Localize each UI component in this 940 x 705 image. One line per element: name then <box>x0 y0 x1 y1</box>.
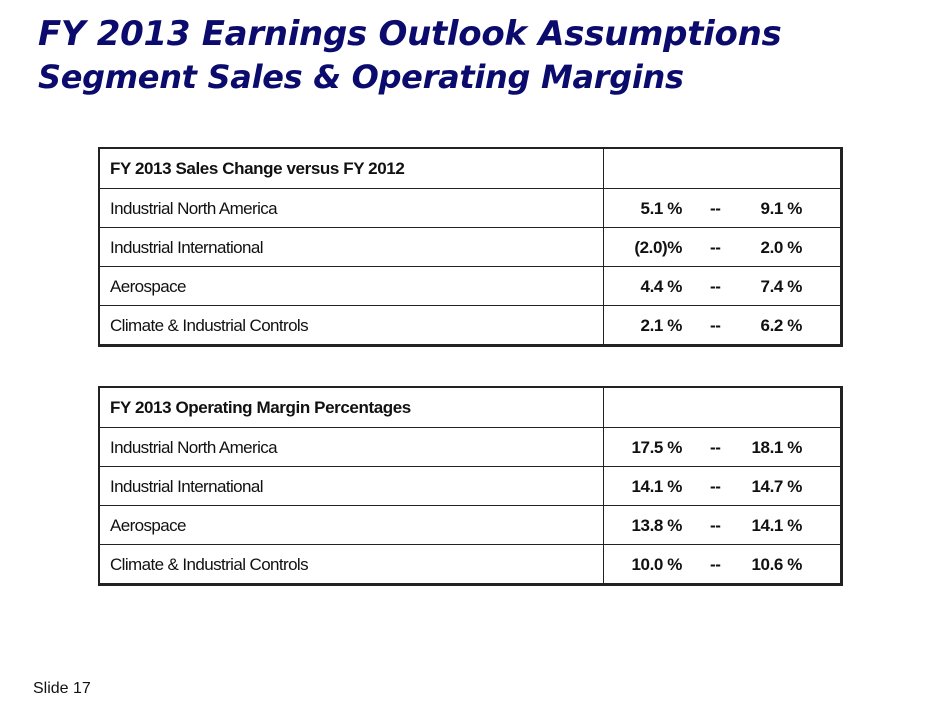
slide-number: Slide 17 <box>33 680 91 697</box>
slide-subtitle: Segment Sales & Operating Margins <box>38 58 684 96</box>
table-header-row: FY 2013 Operating Margin Percentages <box>100 388 840 427</box>
segment-name: Aerospace <box>100 506 604 544</box>
range-low: (2.0)% <box>634 238 682 257</box>
table-row: Industrial International 14.1 % -- 14.7 … <box>100 466 840 505</box>
table-header: FY 2013 Sales Change versus FY 2012 <box>100 149 604 188</box>
range-separator: -- <box>710 438 721 457</box>
segment-name: Climate & Industrial Controls <box>100 306 604 344</box>
range-separator: -- <box>710 555 721 574</box>
range-low: 4.4 % <box>640 277 683 296</box>
range-low: 17.5 % <box>631 438 682 457</box>
range-high: 18.1 % <box>751 438 802 457</box>
segment-name: Industrial North America <box>100 189 604 227</box>
range-low: 5.1 % <box>640 199 683 218</box>
segment-name: Aerospace <box>100 267 604 305</box>
range-high: 10.6 % <box>751 555 802 574</box>
range-high: 9.1 % <box>760 199 803 218</box>
table-header: FY 2013 Operating Margin Percentages <box>100 388 604 427</box>
segment-name: Industrial International <box>100 228 604 266</box>
range-low: 13.8 % <box>631 516 682 535</box>
slide-title: FY 2013 Earnings Outlook Assumptions <box>38 14 782 54</box>
segment-name: Industrial International <box>100 467 604 505</box>
range-separator: -- <box>710 199 721 218</box>
range-high: 14.1 % <box>751 516 802 535</box>
range-low: 10.0 % <box>631 555 682 574</box>
range-high: 6.2 % <box>760 316 803 335</box>
range-separator: -- <box>710 238 721 257</box>
segment-name: Industrial North America <box>100 428 604 466</box>
range-separator: -- <box>710 316 721 335</box>
table-row: Industrial North America 17.5 % -- 18.1 … <box>100 427 840 466</box>
range-high: 7.4 % <box>760 277 803 296</box>
table-row: Climate & Industrial Controls 2.1 % -- 6… <box>100 305 840 344</box>
table-row: Climate & Industrial Controls 10.0 % -- … <box>100 544 840 583</box>
table-row: Industrial North America 5.1 % -- 9.1 % <box>100 188 840 227</box>
range-separator: -- <box>710 277 721 296</box>
table-row: Aerospace 13.8 % -- 14.1 % <box>100 505 840 544</box>
operating-margin-table: FY 2013 Operating Margin Percentages Ind… <box>98 386 843 586</box>
range-low: 14.1 % <box>631 477 682 496</box>
table-row: Industrial International (2.0)% -- 2.0 % <box>100 227 840 266</box>
range-separator: -- <box>710 477 721 496</box>
range-separator: -- <box>710 516 721 535</box>
table-row: Aerospace 4.4 % -- 7.4 % <box>100 266 840 305</box>
sales-change-table: FY 2013 Sales Change versus FY 2012 Indu… <box>98 147 843 347</box>
range-high: 2.0 % <box>760 238 803 257</box>
range-low: 2.1 % <box>640 316 683 335</box>
segment-name: Climate & Industrial Controls <box>100 545 604 583</box>
table-header-row: FY 2013 Sales Change versus FY 2012 <box>100 149 840 188</box>
range-high: 14.7 % <box>751 477 802 496</box>
